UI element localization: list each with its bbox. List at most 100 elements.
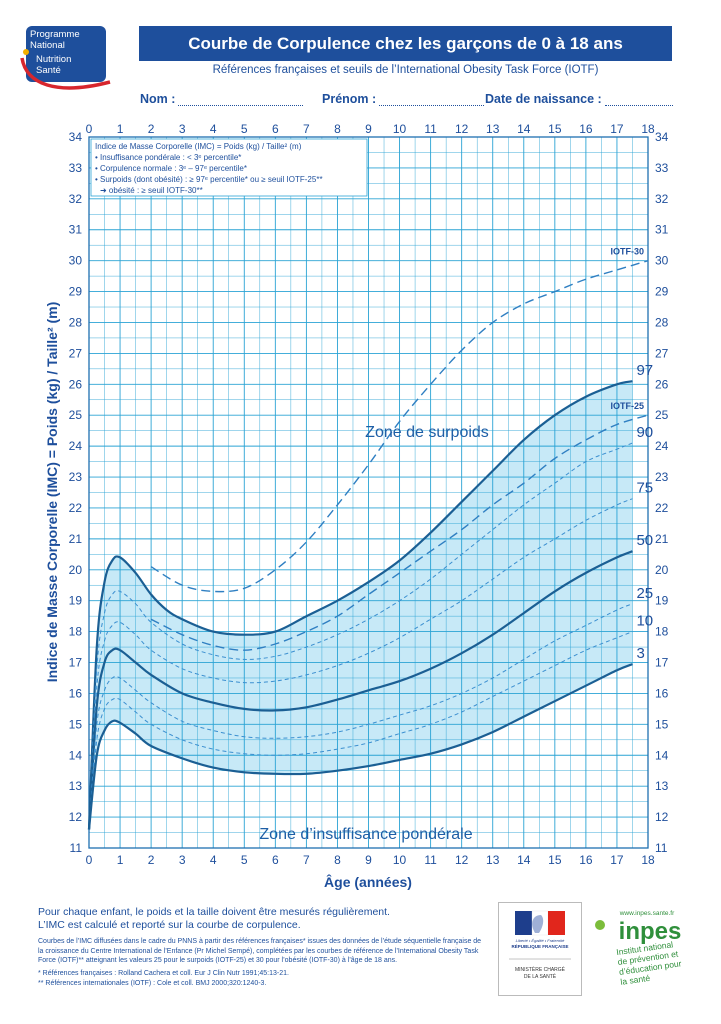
- x-tick-label-top: 3: [179, 122, 186, 136]
- y-tick-label-left: 33: [69, 161, 83, 175]
- y-tick-label-right: 13: [655, 779, 669, 793]
- firstname-input-line[interactable]: [379, 93, 485, 106]
- x-tick-label-bottom: 15: [548, 853, 562, 867]
- y-tick-label-left: 24: [69, 439, 83, 453]
- x-tick-label-bottom: 7: [303, 853, 310, 867]
- inpes-line4: la santé: [620, 973, 651, 986]
- birthdate-input-line[interactable]: [604, 93, 673, 106]
- y-tick-label-left: 12: [69, 810, 83, 824]
- republique-francaise-logo: Liberté • Égalité • Fraternité RÉPUBLIQU…: [498, 902, 582, 996]
- legend-line5: ➜ obésité : ≥ seuil IOTF-30**: [100, 186, 203, 195]
- y-tick-label-right: 16: [655, 686, 669, 700]
- x-tick-label-top: 13: [486, 122, 500, 136]
- footer-ref-line2: la croissance du Centre International de…: [38, 947, 479, 955]
- y-tick-label-left: 30: [69, 254, 83, 268]
- page-subtitle: Références françaises et seuils de l’Int…: [212, 64, 599, 76]
- footer-cite1: * Références françaises : Rolland Cacher…: [38, 970, 289, 977]
- series-line-75: [88, 498, 633, 830]
- zone-underweight-label: Zone d’insuffisance pondérale: [259, 826, 472, 843]
- series-label-90: 90: [636, 424, 653, 441]
- marianne-icon: [532, 915, 544, 933]
- y-tick-label-right: 31: [655, 223, 669, 237]
- y-tick-label-left: 20: [69, 563, 83, 577]
- series-label-10: 10: [636, 613, 653, 630]
- y-tick-label-right: 24: [655, 439, 669, 453]
- y-tick-label-right: 14: [655, 748, 669, 762]
- footer-ref-line1: Courbes de l’IMC diffusées dans le cadre…: [38, 938, 482, 945]
- plot-border: [88, 136, 649, 849]
- y-tick-label-right: 17: [655, 656, 669, 670]
- x-tick-label-top: 1: [117, 122, 124, 136]
- series-line-90: [88, 442, 633, 830]
- y-tick-label-right: 32: [655, 192, 669, 206]
- y-tick-label-left: 22: [69, 501, 83, 515]
- pnns-swoosh-icon: [20, 57, 111, 90]
- y-tick-label-left: 31: [69, 223, 83, 237]
- footer-cite2: ** Références internationales (IOTF) : C…: [38, 979, 267, 987]
- bmi-chart: 0011223344556677889910101111121213131414…: [44, 122, 669, 890]
- name-label: Nom :: [140, 92, 176, 106]
- footer-main-line1: Pour chaque enfant, le poids et la taill…: [38, 906, 390, 918]
- y-tick-label-right: 33: [655, 161, 669, 175]
- flag-blue-icon: [515, 911, 532, 935]
- x-tick-label-bottom: 10: [393, 853, 407, 867]
- y-tick-label-right: 34: [655, 130, 669, 144]
- y-tick-label-right: 26: [655, 377, 669, 391]
- x-tick-label-bottom: 9: [365, 853, 372, 867]
- y-tick-label-left: 34: [69, 130, 83, 144]
- series-line-25: [88, 603, 633, 830]
- footer-reference: Courbes de l’IMC diffusées dans le cadre…: [38, 937, 488, 966]
- x-tick-label-bottom: 1: [117, 853, 124, 867]
- y-tick-label-left: 15: [69, 717, 83, 731]
- x-tick-label-top: 0: [86, 122, 93, 136]
- x-tick-label-top: 12: [455, 122, 469, 136]
- rf-motto: Liberté • Égalité • Fraternité: [516, 938, 566, 943]
- series-label-iotf-25: IOTF-25: [610, 401, 644, 411]
- y-axis-label: Indice de Masse Corporelle (IMC) = Poids…: [44, 302, 60, 683]
- rf-ministry2: DE LA SANTÉ: [524, 973, 557, 980]
- x-tick-label-bottom: 8: [334, 853, 341, 867]
- name-input-line[interactable]: [178, 93, 304, 106]
- name-field[interactable]: Nom :: [140, 92, 304, 106]
- y-tick-label-right: 21: [655, 532, 669, 546]
- legend-line2: • Insuffisance pondérale : < 3ᵉ percenti…: [95, 153, 241, 162]
- inpes-leaf-icon: [595, 920, 605, 930]
- y-tick-label-left: 14: [69, 748, 83, 762]
- y-tick-label-left: 32: [69, 192, 83, 206]
- y-tick-label-left: 17: [69, 656, 83, 670]
- x-tick-label-top: 10: [393, 122, 407, 136]
- x-tick-label-top: 16: [579, 122, 593, 136]
- pnns-logo-line4: Santé: [36, 65, 61, 76]
- firstname-field[interactable]: Prénom :: [322, 92, 485, 106]
- pnns-dot-icon: [23, 49, 29, 55]
- x-tick-label-top: 8: [334, 122, 341, 136]
- y-tick-label-right: 18: [655, 625, 669, 639]
- legend-line4: • Surpoids (dont obésité) : ≥ 97ᵉ percen…: [95, 175, 323, 184]
- x-tick-label-bottom: 14: [517, 853, 531, 867]
- x-tick-label-bottom: 2: [148, 853, 155, 867]
- y-tick-label-right: 30: [655, 254, 669, 268]
- series-label-25: 25: [636, 585, 653, 602]
- y-tick-label-left: 21: [69, 532, 83, 546]
- birthdate-field[interactable]: Date de naissance :: [485, 92, 673, 106]
- footer-main: Pour chaque enfant, le poids et la taill…: [38, 906, 478, 932]
- series-line-iotf-30: [150, 260, 649, 593]
- x-tick-label-bottom: 16: [579, 853, 593, 867]
- x-tick-label-top: 2: [148, 122, 155, 136]
- y-tick-label-left: 27: [69, 346, 83, 360]
- x-tick-label-bottom: 12: [455, 853, 469, 867]
- normal-zone-fill: [89, 381, 633, 830]
- x-tick-label-bottom: 0: [86, 853, 93, 867]
- y-tick-label-left: 23: [69, 470, 83, 484]
- series-line-97: [87, 380, 633, 830]
- inpes-url: www.inpes.sante.fr: [619, 910, 675, 917]
- y-tick-label-right: 12: [655, 810, 669, 824]
- footer-main-line2: L’IMC est calculé et reporté sur la cour…: [38, 919, 301, 931]
- x-tick-label-bottom: 5: [241, 853, 248, 867]
- grid: [88, 136, 649, 849]
- page-title: Courbe de Corpulence chez les garçons de…: [139, 26, 672, 61]
- legend-box: Indice de Masse Corporelle (IMC) = Poids…: [90, 138, 368, 197]
- series-label-50: 50: [636, 532, 653, 549]
- series-line-iotf-25: [150, 414, 649, 651]
- y-tick-label-right: 20: [655, 563, 669, 577]
